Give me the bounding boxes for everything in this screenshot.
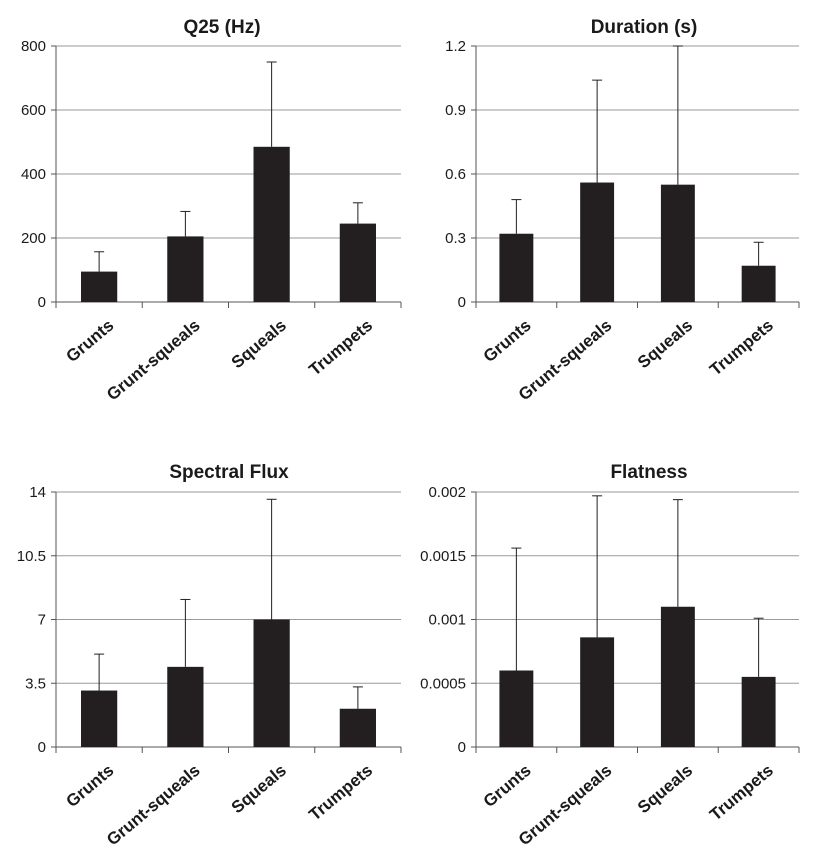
chart-panel-1: Q25 (Hz) 0 200 400 600 800 GruntsGrunt-squeals… xyxy=(21,17,402,405)
y-tick-label: 200 xyxy=(21,230,46,247)
category-label: Grunts xyxy=(480,316,535,366)
category-label: Grunts xyxy=(63,761,118,811)
bar-grunt-squeals xyxy=(167,666,204,747)
bar-grunts xyxy=(499,233,534,302)
y-tick-label: 400 xyxy=(21,166,46,183)
chart-title: Duration (s) xyxy=(591,17,698,38)
bar-squeals xyxy=(253,146,290,302)
category-label: Grunt-squeals xyxy=(103,761,203,850)
y-tick-label: 1.2 xyxy=(445,38,466,55)
bar-squeals xyxy=(253,619,290,747)
y-tick-label: 600 xyxy=(21,102,46,119)
category-label: Trumpets xyxy=(706,316,777,380)
bar-trumpets xyxy=(339,708,376,747)
bar-grunt-squeals xyxy=(580,637,615,747)
chart-panel-2: Duration (s)00.30.60.91.2GruntsGrunt-squ… xyxy=(445,17,800,404)
chart-panel-3: Spectral Flux 0 3.5 7 10.5 14 GruntsGrunt-sque… xyxy=(17,462,402,850)
y-tick-label: 0 xyxy=(458,739,466,756)
category-label: Squeals xyxy=(228,761,290,817)
y-tick-label: 0.9 xyxy=(445,102,466,119)
bar-trumpets xyxy=(339,223,376,302)
chart-title: Flatness xyxy=(610,462,687,483)
category-label: Squeals xyxy=(634,316,696,372)
chart-panel-4: Flatness00.00050.0010.00150.002GruntsGru… xyxy=(420,462,800,849)
bar-grunt-squeals xyxy=(580,182,615,302)
y-tick-label: 0.0005 xyxy=(420,675,466,692)
y-tick-label: 3.5 xyxy=(25,675,46,692)
category-label: Squeals xyxy=(634,761,696,817)
bar-trumpets xyxy=(741,265,776,302)
category-label: Trumpets xyxy=(305,316,376,380)
bar-grunts xyxy=(81,271,118,302)
y-tick-label: 0.6 xyxy=(445,166,466,183)
y-tick-label: 0.001 xyxy=(428,612,466,629)
y-tick-label: 7 xyxy=(38,612,46,629)
chart-title: Spectral Flux xyxy=(169,462,289,483)
y-tick-label: 800 xyxy=(21,38,46,55)
category-label: Grunts xyxy=(480,761,535,811)
category-label: Trumpets xyxy=(706,761,777,825)
y-tick-label: 0.3 xyxy=(445,230,466,247)
y-tick-label: 14 xyxy=(29,484,46,501)
bar-trumpets xyxy=(741,676,776,747)
bar-grunts xyxy=(81,690,118,747)
bar-grunt-squeals xyxy=(167,236,204,302)
y-tick-label: 0.002 xyxy=(428,484,466,501)
chart-title: Q25 (Hz) xyxy=(183,17,260,38)
category-label: Grunts xyxy=(63,316,118,366)
category-label: Grunt-squeals xyxy=(103,316,203,405)
y-tick-label: 0 xyxy=(38,294,46,311)
y-tick-label: 0 xyxy=(458,294,466,311)
category-label: Squeals xyxy=(228,316,290,372)
bar-squeals xyxy=(660,184,695,302)
y-tick-label: 0.0015 xyxy=(420,548,466,565)
bar-squeals xyxy=(660,606,695,747)
category-label: Trumpets xyxy=(305,761,376,825)
y-tick-label: 0 xyxy=(38,739,46,756)
bar-grunts xyxy=(499,670,534,747)
y-tick-label: 10.5 xyxy=(17,548,46,565)
